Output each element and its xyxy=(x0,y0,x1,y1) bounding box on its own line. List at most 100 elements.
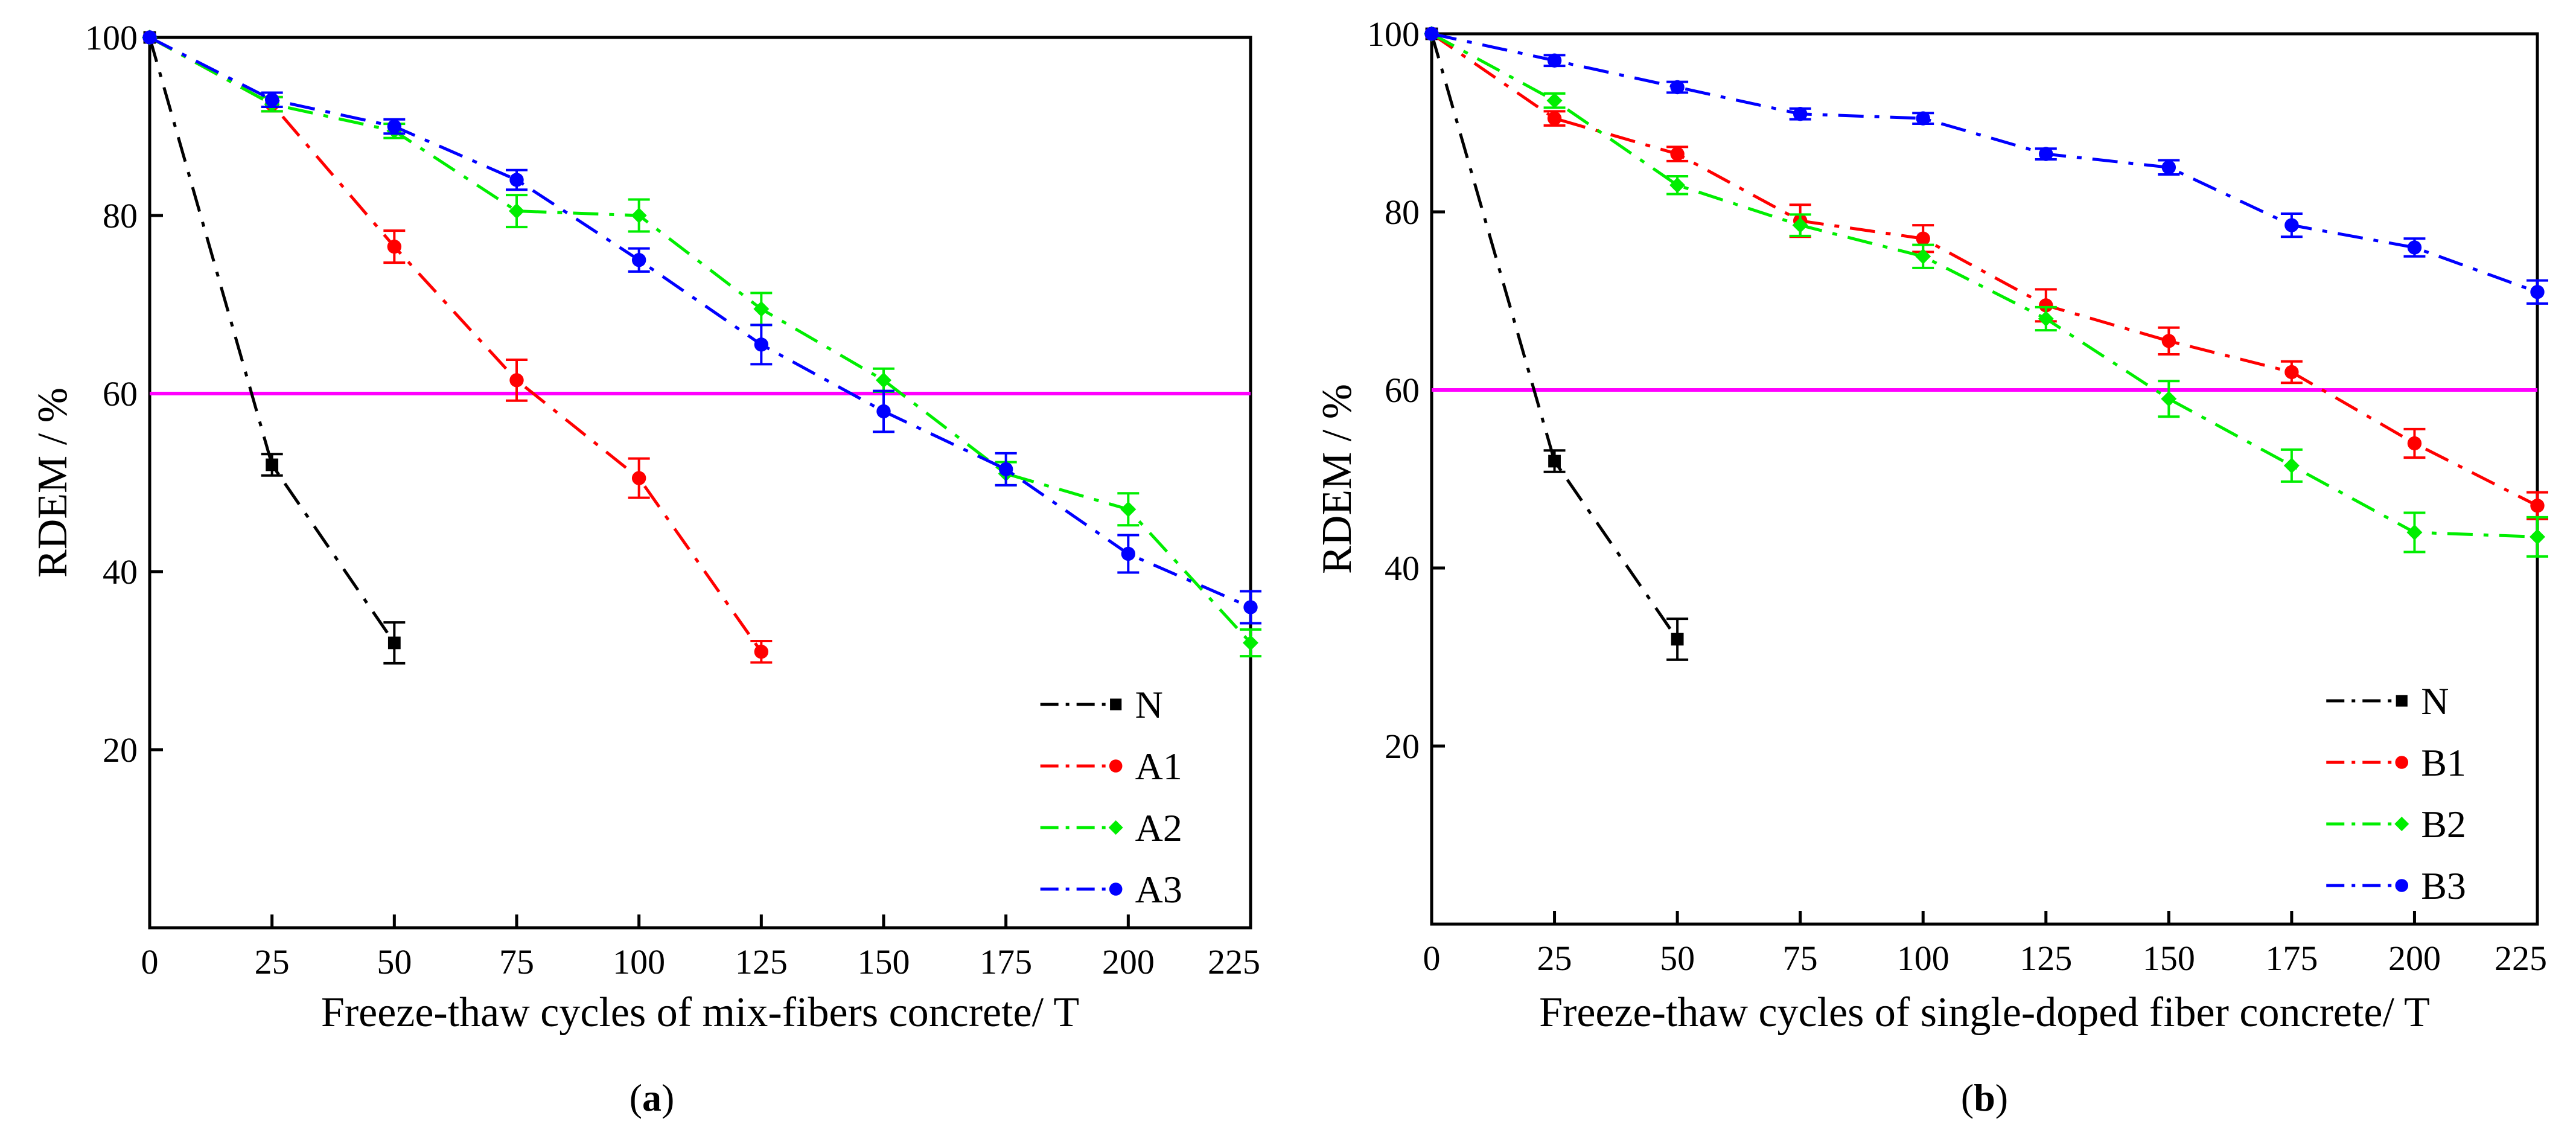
legend-label-b1: B1 xyxy=(2421,741,2466,784)
data-point-circle xyxy=(876,404,891,419)
series-line-a2 xyxy=(148,36,1252,644)
data-point-circle xyxy=(2284,218,2299,232)
data-point-square xyxy=(1110,698,1122,710)
data-point-circle xyxy=(387,239,402,254)
legend-label-a3: A3 xyxy=(1135,868,1182,911)
legend: N A1 A2 A3 xyxy=(1040,683,1182,911)
data-point-circle xyxy=(142,30,157,45)
data-point-circle xyxy=(998,462,1013,477)
data-point-diamond xyxy=(1243,635,1258,651)
x-tick-label: 100 xyxy=(613,942,665,981)
x-tick-label: 150 xyxy=(2143,939,2195,978)
data-point-circle xyxy=(2530,285,2545,299)
x-tick-label: 150 xyxy=(858,942,910,981)
x-tick-label: 25 xyxy=(1537,939,1572,978)
series-b2 xyxy=(1424,26,2548,558)
series-line-b3 xyxy=(1431,32,2538,294)
legend-label-b2: B2 xyxy=(2421,803,2466,846)
x-tick-label: 175 xyxy=(980,942,1032,981)
data-point-circle xyxy=(2039,147,2053,161)
plot-frame xyxy=(148,36,1252,930)
y-tick-label: 20 xyxy=(103,730,138,770)
caption-close-paren: ) xyxy=(1995,1076,2008,1119)
data-point-diamond xyxy=(631,208,647,223)
data-point-circle xyxy=(2161,334,2176,348)
data-point-circle xyxy=(1547,53,1562,68)
data-point-diamond xyxy=(2530,529,2545,545)
data-point-circle xyxy=(2407,436,2422,451)
data-point-square xyxy=(387,636,401,649)
x-tick-label: 0 xyxy=(141,942,159,981)
y-axis-title: RDEM / % xyxy=(30,388,76,578)
x-axis-title: Freeze-thaw cycles of single-doped fiber… xyxy=(1539,989,2430,1036)
data-point-circle xyxy=(387,119,402,134)
x-tick-label: 75 xyxy=(1783,939,1818,978)
data-point-diamond xyxy=(2283,458,2300,474)
data-point-circle xyxy=(1424,27,1439,41)
data-point-diamond xyxy=(2406,525,2423,540)
data-point-diamond xyxy=(509,203,524,219)
data-point-circle xyxy=(2395,756,2409,769)
x-tick-label: 50 xyxy=(377,942,412,981)
data-point-circle xyxy=(631,253,646,267)
data-point-diamond xyxy=(2038,311,2054,327)
series-line-a1 xyxy=(148,36,763,653)
series-line-b2 xyxy=(1430,32,2538,538)
x-tick-label: 125 xyxy=(735,942,788,981)
data-point-circle xyxy=(1916,231,1930,246)
series-line-b1 xyxy=(1430,32,2539,508)
x-tick-label: 50 xyxy=(1660,939,1695,978)
data-point-diamond xyxy=(2394,817,2409,831)
data-point-diamond xyxy=(1915,248,1931,264)
data-point-square xyxy=(1671,633,1684,646)
caption-open-paren: ( xyxy=(630,1076,642,1119)
caption-letter: a xyxy=(642,1076,662,1119)
y-tick-label: 100 xyxy=(1367,14,1420,54)
data-point-circle xyxy=(1109,882,1123,896)
legend: N B1 B2 B3 xyxy=(2326,680,2466,907)
panel-caption: (a) xyxy=(630,1076,675,1119)
x-tick-label: 25 xyxy=(255,942,290,981)
plot-frame xyxy=(1430,32,2539,926)
legend-label-b3: B3 xyxy=(2421,864,2466,907)
data-point-circle xyxy=(1109,759,1123,773)
y-tick-label: 40 xyxy=(1385,549,1420,588)
data-point-diamond xyxy=(876,372,891,388)
data-point-circle xyxy=(509,173,524,187)
y-tick-label: 20 xyxy=(1385,727,1420,766)
data-point-circle xyxy=(1243,600,1258,614)
data-point-circle xyxy=(2284,365,2299,380)
y-axis-title: RDEM / % xyxy=(1314,384,1360,574)
x-tick-label: 0 xyxy=(1423,939,1441,978)
series-line-n xyxy=(1430,33,1679,640)
data-point-square xyxy=(2396,695,2408,707)
data-point-square xyxy=(266,458,279,471)
data-point-circle xyxy=(1916,111,1930,126)
y-tick-label: 100 xyxy=(85,18,138,57)
legend-label-a1: A1 xyxy=(1135,745,1182,788)
data-point-circle xyxy=(1121,546,1136,561)
series-line-a3 xyxy=(148,36,1252,609)
y-tick-label: 60 xyxy=(103,374,138,413)
y-tick-label: 60 xyxy=(1385,371,1420,410)
legend-label-a2: A2 xyxy=(1135,806,1182,849)
data-point-circle xyxy=(2161,160,2176,174)
data-point-diamond xyxy=(1108,820,1123,835)
series-n xyxy=(143,31,406,665)
series-line-n xyxy=(148,37,396,644)
x-tick-label: 100 xyxy=(1897,939,1950,978)
data-point-circle xyxy=(1793,107,1808,121)
chart-panel-a: 0 25 50 75 100 125 150 175 200 225 20 40 60 80 100 N A1 A… xyxy=(30,18,1261,1119)
series-a2 xyxy=(142,30,1261,658)
data-point-diamond xyxy=(2161,391,2177,407)
legend-label-n: N xyxy=(2421,680,2449,723)
data-point-circle xyxy=(1670,80,1685,95)
x-tick-label: 75 xyxy=(499,942,534,981)
x-tick-label: 200 xyxy=(1102,942,1155,981)
data-point-diamond xyxy=(1792,217,1808,234)
series-a3 xyxy=(142,30,1261,625)
caption-close-paren: ) xyxy=(662,1076,674,1119)
panel-caption: (b) xyxy=(1961,1076,2008,1119)
caption-open-paren: ( xyxy=(1961,1076,1974,1119)
data-point-circle xyxy=(2407,240,2422,255)
